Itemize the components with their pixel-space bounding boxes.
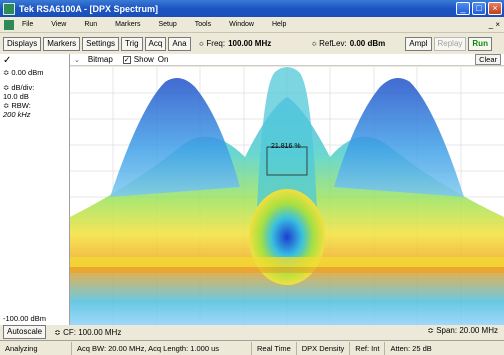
density-band xyxy=(70,257,504,267)
status-density: DPX Density xyxy=(297,341,351,355)
rbw-label[interactable]: ≎ RBW: xyxy=(3,101,31,110)
spin-arrow-icon: ≎ xyxy=(311,40,318,48)
bitmap-bar: ⌄ Bitmap ✓ Show On Clear xyxy=(70,54,504,66)
markers-button[interactable]: Markers xyxy=(43,36,81,51)
ampl-button[interactable]: Ampl xyxy=(405,36,432,51)
status-acq: Acq BW: 20.00 MHz, Acq Length: 1.000 us xyxy=(72,341,252,355)
displays-button[interactable]: Displays xyxy=(3,36,42,51)
reflev-value: 0.00 dBm xyxy=(349,39,386,48)
marker-readout: 21.816 % xyxy=(271,143,301,150)
menu-setup[interactable]: Setup xyxy=(158,21,177,28)
right-lobe xyxy=(334,78,464,197)
document-icon xyxy=(4,19,14,30)
cf-control[interactable]: ≎ CF: 100.00 MHz xyxy=(54,327,122,337)
menu-tools[interactable]: Tools xyxy=(194,21,212,28)
freq-label: Freq: xyxy=(206,39,226,48)
density-band xyxy=(70,267,504,273)
cf-value: CF: 100.00 MHz xyxy=(63,327,122,337)
autoscale-button[interactable]: Autoscale xyxy=(3,325,47,339)
toolbar: Displays Markers Settings Trig Acq Ana ≎… xyxy=(0,34,504,53)
reflev-control[interactable]: ≎ RefLev: 0.00 dBm xyxy=(311,39,385,48)
run-button[interactable]: Run xyxy=(468,36,492,51)
spin-arrow-icon: ≎ xyxy=(198,40,205,48)
menu-bar: File View Run Markers Setup Tools Window… xyxy=(0,17,504,33)
left-lobe xyxy=(110,78,240,197)
trig-button[interactable]: Trig xyxy=(121,36,143,51)
show-label: Show xyxy=(133,55,154,64)
bottom-controls: Autoscale ≎ CF: 100.00 MHz ≎ Span: 20.00… xyxy=(0,325,504,339)
replay-button[interactable]: Replay xyxy=(433,36,467,51)
reflev-label: RefLev: xyxy=(319,39,347,48)
status-bar: Analyzing Acq BW: 20.00 MHz, Acq Length:… xyxy=(0,340,504,355)
show-checkbox[interactable]: ✓ xyxy=(122,55,131,64)
status-atten: Atten: 25 dB xyxy=(390,343,432,353)
rbw-label-text: RBW: xyxy=(11,101,31,110)
db-div-label-text: dB/div: xyxy=(11,83,35,92)
ref-level-readout[interactable]: ≎ 0.00 dBm xyxy=(3,68,44,77)
maximize-button[interactable]: □ xyxy=(472,2,486,15)
app-icon xyxy=(3,2,15,15)
title-bar: Tek RSA6100A - [DPX Spectrum] _ □ × xyxy=(0,0,504,17)
freq-value: 100.00 MHz xyxy=(228,39,272,48)
clear-button[interactable]: Clear xyxy=(475,54,501,65)
dropdown-arrow-icon[interactable]: ⌄ xyxy=(74,56,80,64)
rbw-value: 200 kHz xyxy=(3,110,31,119)
bottom-level: -100.00 dBm xyxy=(3,314,46,323)
db-div-label[interactable]: ≎ dB/div: xyxy=(3,83,35,92)
acq-button[interactable]: Acq xyxy=(144,36,167,51)
window-title: Tek RSA6100A - [DPX Spectrum] xyxy=(19,3,159,14)
minimize-button[interactable]: _ xyxy=(456,2,470,15)
show-state: On xyxy=(157,55,169,64)
freq-control[interactable]: ≎ Freq: 100.00 MHz xyxy=(199,39,272,48)
db-div-value: 10.0 dB xyxy=(3,92,29,101)
ref-level-value: 0.00 dBm xyxy=(11,68,44,77)
settings-button[interactable]: Settings xyxy=(82,36,120,51)
child-window-controls-icon[interactable]: _ × xyxy=(488,20,500,29)
dpx-spectrum-display[interactable]: 21.816 % xyxy=(70,67,504,325)
menu-window[interactable]: Window xyxy=(229,21,254,28)
marker-box[interactable] xyxy=(266,146,308,176)
menu-markers[interactable]: Markers xyxy=(115,21,141,28)
span-value: Span: 20.00 MHz xyxy=(436,326,498,335)
dpx-bitmap: 21.816 % xyxy=(70,67,504,325)
menu-file[interactable]: File xyxy=(22,21,34,28)
bitmap-select[interactable]: Bitmap xyxy=(87,55,113,64)
ana-button[interactable]: Ana xyxy=(168,36,191,51)
close-button[interactable]: × xyxy=(488,2,502,15)
status-mode: Real Time xyxy=(252,341,297,355)
menu-help[interactable]: Help xyxy=(272,21,287,28)
span-control[interactable]: ≎ Span: 20.00 MHz xyxy=(427,326,498,335)
checkmark-icon[interactable]: ✓ xyxy=(3,55,12,66)
scale-panel: ✓ ≎ 0.00 dBm ≎ dB/div: 10.0 dB ≎ RBW: 20… xyxy=(0,54,70,325)
status-state: Analyzing xyxy=(0,341,72,355)
menu-view[interactable]: View xyxy=(51,21,67,28)
status-ref: Ref: Int xyxy=(350,341,386,355)
menu-run[interactable]: Run xyxy=(84,21,98,28)
